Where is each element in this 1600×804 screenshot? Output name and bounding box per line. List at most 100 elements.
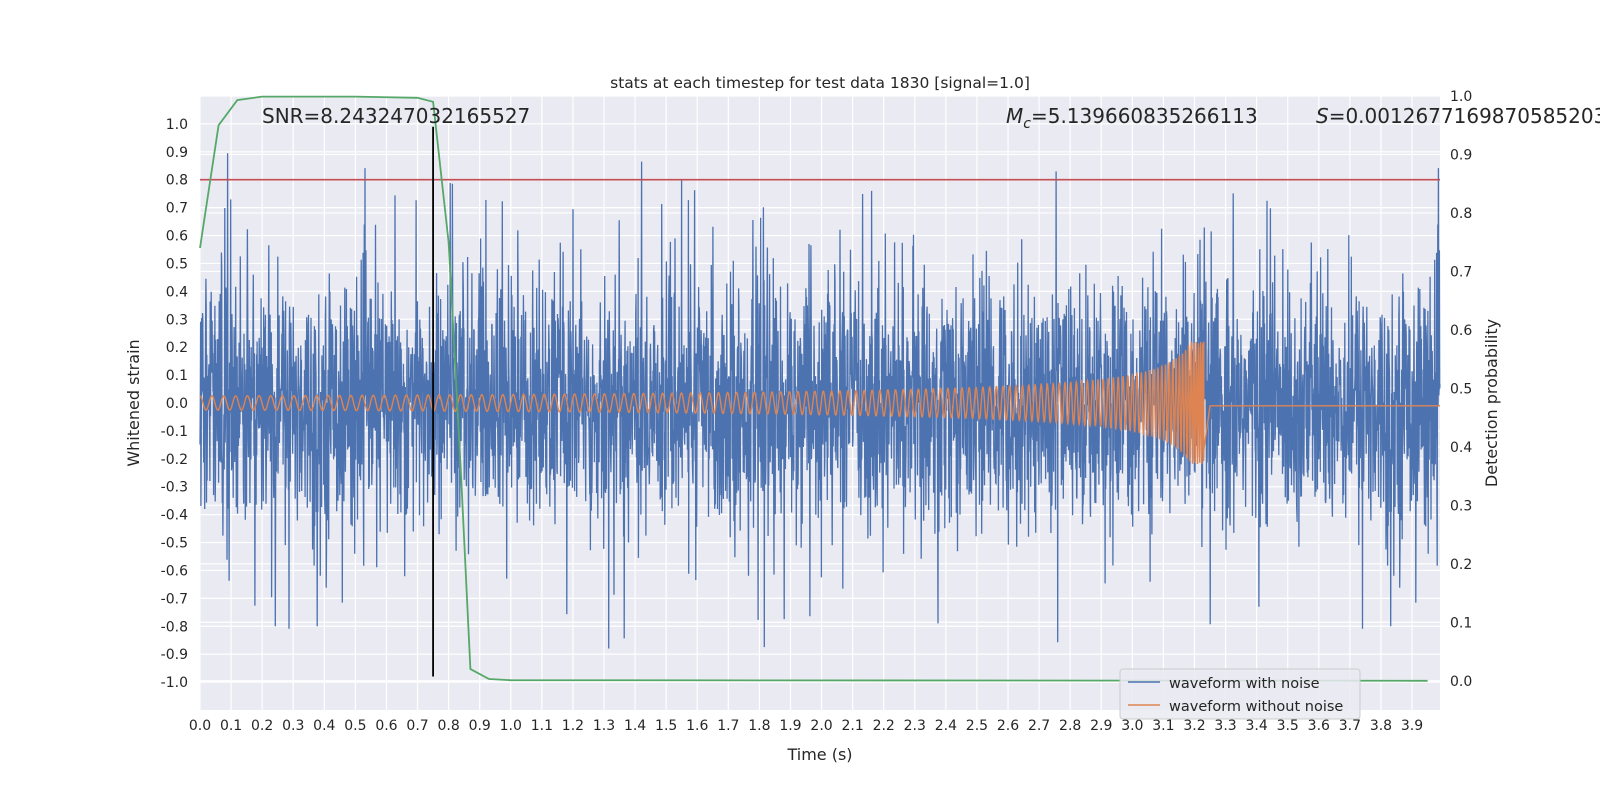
x-tick-label: 2.0 (810, 718, 832, 734)
y-tick-label: 0.1 (166, 368, 188, 384)
x-tick-label: 0.5 (344, 718, 366, 734)
y-right-tick-label: 0.4 (1450, 440, 1472, 456)
y-tick-label: -0.2 (161, 452, 188, 468)
detection-probability-series (199, 95, 1428, 682)
y-axis-right: 1.0 0.9 0.8 0.7 0.6 0.5 0.4 0.3 0.2 0.1 0.0 (1450, 89, 1472, 690)
s-value: =0.0012677169870585203 (1329, 104, 1600, 128)
chirp-mass-value: =5.139660835266113 (1031, 104, 1258, 128)
y-tick-label: 0.7 (166, 201, 188, 217)
y-right-tick-label: 1.0 (1450, 89, 1472, 105)
y-tick-label: 0.4 (166, 284, 188, 300)
clean-waveform-series (199, 341, 1440, 465)
x-tick-label: 2.3 (904, 718, 926, 734)
y-axis-right-label: Detection probability (1482, 319, 1501, 487)
y-right-tick-label: 0.1 (1450, 615, 1472, 631)
y-right-tick-label: 0.0 (1450, 674, 1472, 690)
detection-probability-line (199, 95, 1428, 682)
x-tick-label: 0.6 (375, 718, 397, 734)
y-tick-label: 0.8 (166, 173, 188, 189)
clean-waveform-line (199, 341, 1440, 465)
y-tick-label: -0.8 (161, 619, 188, 635)
x-tick-label: 0.4 (313, 718, 335, 734)
y-right-tick-label: 0.9 (1450, 147, 1472, 163)
legend-label-noisy: waveform with noise (1169, 676, 1320, 692)
x-tick-label: 1.5 (655, 718, 677, 734)
legend-label-clean: waveform without noise (1169, 699, 1343, 715)
legend: waveform with noise waveform without noi… (1119, 668, 1361, 720)
legend-box (1119, 668, 1361, 720)
y-right-tick-label: 0.2 (1450, 557, 1472, 573)
y-tick-label: -0.9 (161, 647, 188, 663)
x-tick-label: 2.1 (841, 718, 863, 734)
x-tick-label: 1.2 (562, 718, 584, 734)
y-tick-label: -0.3 (161, 480, 188, 496)
noisy-waveform-line (199, 153, 1441, 649)
x-tick-label: 2.8 (1059, 718, 1081, 734)
x-tick-label: 0.2 (251, 718, 273, 734)
x-tick-label: 0.7 (406, 718, 428, 734)
y-right-tick-label: 0.5 (1450, 381, 1472, 397)
y-tick-label: 1.0 (166, 117, 188, 133)
x-tick-label: 3.8 (1370, 718, 1392, 734)
y-tick-label: -0.5 (161, 536, 188, 552)
x-tick-label: 3.1 (1152, 718, 1174, 734)
y-tick-label: -0.1 (161, 424, 188, 440)
x-tick-label: 3.0 (1121, 718, 1143, 734)
s-symbol: S (1316, 104, 1329, 128)
x-tick-label: 2.5 (966, 718, 988, 734)
chart-title: stats at each timestep for test data 183… (610, 74, 1030, 92)
x-tick-label: 1.8 (748, 718, 770, 734)
y-tick-label: 0.5 (166, 256, 188, 272)
y-axis-label: Whitened strain (124, 339, 143, 466)
snr-annotation: SNR=8.243247032165527 (262, 104, 530, 128)
x-tick-label: 0.1 (220, 718, 242, 734)
x-tick-label: 0.0 (189, 718, 211, 734)
y-tick-label: 0.3 (166, 312, 188, 328)
x-tick-label: 0.3 (282, 718, 304, 734)
x-tick-label: 1.6 (686, 718, 708, 734)
chirp-mass-subscript: c (1023, 116, 1031, 132)
x-tick-label: 1.3 (593, 718, 615, 734)
x-tick-label: 1.0 (500, 718, 522, 734)
x-tick-label: 2.2 (873, 718, 895, 734)
chirp-mass-symbol: M (1006, 104, 1023, 128)
y-axis-left: 1.0 0.9 0.8 0.7 0.6 0.5 0.4 0.3 0.2 0.1 0.0 -0.1 -0.… (161, 117, 188, 691)
noisy-waveform-series (199, 153, 1441, 649)
y-tick-label: -0.4 (161, 508, 188, 524)
y-right-tick-label: 0.7 (1450, 264, 1472, 280)
x-tick-label: 2.9 (1090, 718, 1112, 734)
x-tick-label: 3.2 (1183, 718, 1205, 734)
x-tick-label: 2.4 (935, 718, 957, 734)
y-right-tick-label: 0.8 (1450, 206, 1472, 222)
x-tick-label: 3.7 (1339, 718, 1361, 734)
y-tick-label: 0.0 (166, 396, 188, 412)
s-annotation: S=0.0012677169870585203 (1316, 104, 1600, 128)
y-tick-label: 0.6 (166, 229, 188, 245)
y-tick-label: -0.6 (161, 563, 188, 579)
y-tick-label: 0.2 (166, 340, 188, 356)
chirp-mass-annotation: Mc=5.139660835266113 (1006, 104, 1258, 132)
x-tick-label: 3.4 (1246, 718, 1268, 734)
y-tick-label: 0.9 (166, 145, 188, 161)
x-tick-label: 1.4 (624, 718, 646, 734)
x-tick-label: 3.5 (1277, 718, 1299, 734)
x-tick-label: 1.9 (779, 718, 801, 734)
x-tick-label: 0.9 (469, 718, 491, 734)
y-tick-label: -1.0 (161, 675, 188, 691)
y-tick-label: -0.7 (161, 591, 188, 607)
x-tick-label: 3.6 (1308, 718, 1330, 734)
x-tick-label: 3.3 (1214, 718, 1236, 734)
x-tick-label: 3.9 (1401, 718, 1423, 734)
x-tick-label: 2.6 (997, 718, 1019, 734)
y-right-tick-label: 0.3 (1450, 498, 1472, 514)
x-tick-label: 1.7 (717, 718, 739, 734)
x-tick-label: 1.1 (531, 718, 553, 734)
y-right-tick-label: 0.6 (1450, 323, 1472, 339)
x-tick-label: 2.7 (1028, 718, 1050, 734)
x-axis-label: Time (s) (786, 745, 852, 764)
x-tick-label: 0.8 (437, 718, 459, 734)
overlay-lines (200, 126, 1440, 677)
x-axis: 0.0 0.1 0.2 0.3 0.4 0.5 0.6 0.7 0.8 0.9 1.0 1.1 1.2 1… (189, 718, 1423, 734)
